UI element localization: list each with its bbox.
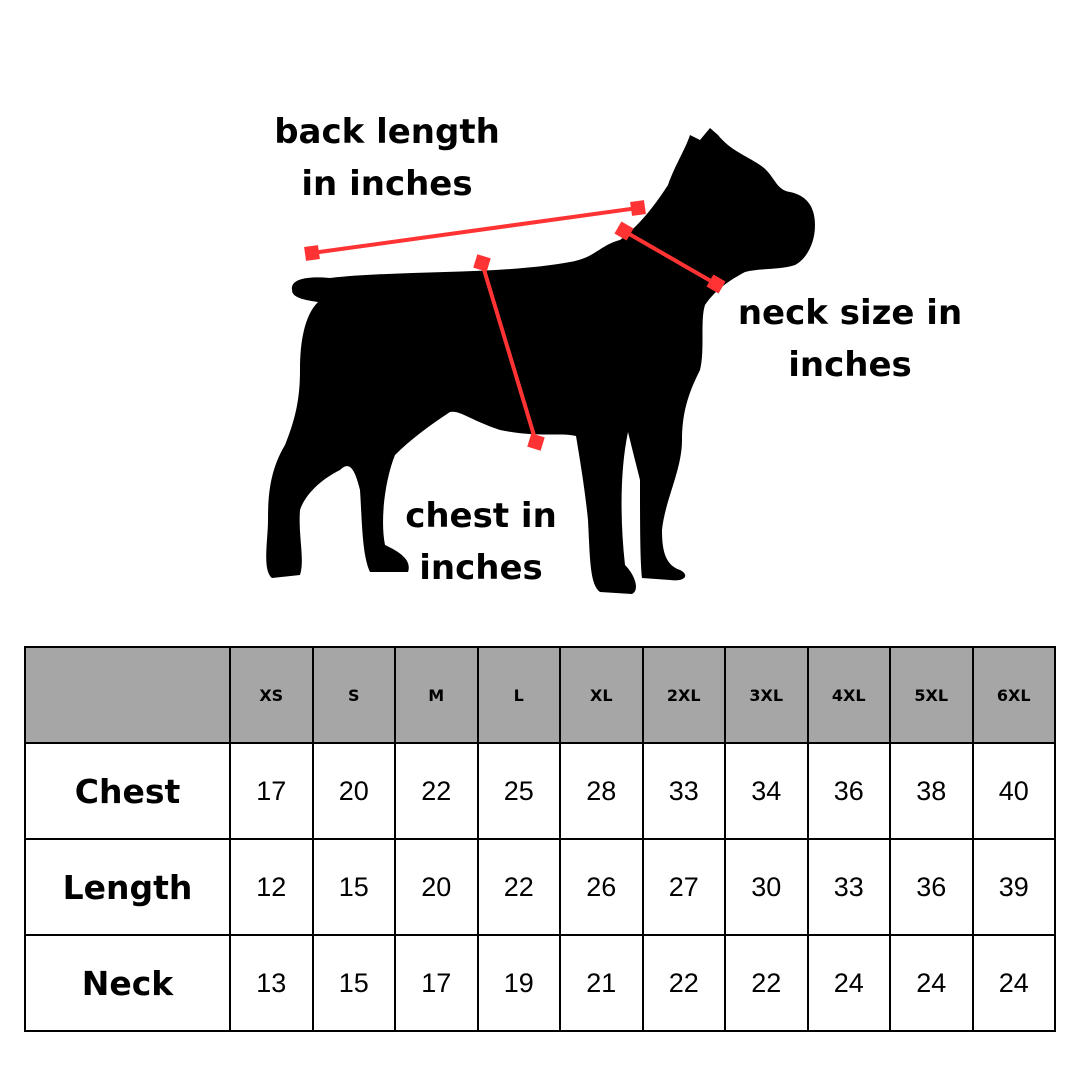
value-cell: 30 (724, 838, 809, 936)
neck-measure (614, 221, 726, 294)
value-cell: 17 (394, 934, 479, 1032)
size-header-l: L (476, 646, 561, 744)
size-header-m: M (394, 646, 479, 744)
value-cell: 24 (971, 934, 1056, 1032)
value-cell: 25 (476, 742, 561, 840)
size-header-s: S (311, 646, 396, 744)
value-cell: 21 (559, 934, 644, 1032)
table-row-chest: Chest 17 20 22 25 28 33 34 36 38 40 (24, 742, 1056, 840)
value-cell: 40 (971, 742, 1056, 840)
value-cell: 15 (311, 838, 396, 936)
value-cell: 26 (559, 838, 644, 936)
value-cell: 17 (229, 742, 314, 840)
value-cell: 12 (229, 838, 314, 936)
value-cell: 20 (394, 838, 479, 936)
value-cell: 24 (889, 934, 974, 1032)
value-cell: 22 (641, 934, 726, 1032)
value-cell: 22 (476, 838, 561, 936)
size-header-5xl: 5XL (889, 646, 974, 744)
value-cell: 36 (889, 838, 974, 936)
value-cell: 27 (641, 838, 726, 936)
row-label: Neck (24, 934, 231, 1032)
value-cell: 34 (724, 742, 809, 840)
size-header-xs: XS (229, 646, 314, 744)
chest-label: chest in inches (405, 496, 557, 588)
corner-cell (24, 646, 231, 744)
value-cell: 22 (394, 742, 479, 840)
value-cell: 19 (476, 934, 561, 1032)
chest-measure (473, 254, 545, 451)
size-chart-table: XS S M L XL 2XL 3XL 4XL 5XL 6XL Chest 17 20 22 25 28 33… (24, 646, 1056, 1032)
size-header-xl: XL (559, 646, 644, 744)
dog-diagram (266, 128, 816, 594)
value-cell: 22 (724, 934, 809, 1032)
neck-size-label: neck size in inches (737, 293, 963, 385)
header-row: XS S M L XL 2XL 3XL 4XL 5XL 6XL (24, 646, 1056, 744)
row-label: Length (24, 838, 231, 936)
value-cell: 33 (806, 838, 891, 936)
back-length-label: back length in inches (274, 112, 500, 204)
value-cell: 24 (806, 934, 891, 1032)
size-header-3xl: 3XL (724, 646, 809, 744)
value-cell: 38 (889, 742, 974, 840)
row-label: Chest (24, 742, 231, 840)
size-header-4xl: 4XL (806, 646, 891, 744)
value-cell: 28 (559, 742, 644, 840)
value-cell: 39 (971, 838, 1056, 936)
size-header-6xl: 6XL (971, 646, 1056, 744)
value-cell: 15 (311, 934, 396, 1032)
value-cell: 20 (311, 742, 396, 840)
value-cell: 13 (229, 934, 314, 1032)
back-length-measure (304, 200, 646, 261)
table-row-neck: Neck 13 15 17 19 21 22 22 24 24 24 (24, 934, 1056, 1032)
size-header-2xl: 2XL (641, 646, 726, 744)
value-cell: 36 (806, 742, 891, 840)
dog-silhouette (266, 128, 816, 594)
table-row-length: Length 12 15 20 22 26 27 30 33 36 39 (24, 838, 1056, 936)
value-cell: 33 (641, 742, 726, 840)
